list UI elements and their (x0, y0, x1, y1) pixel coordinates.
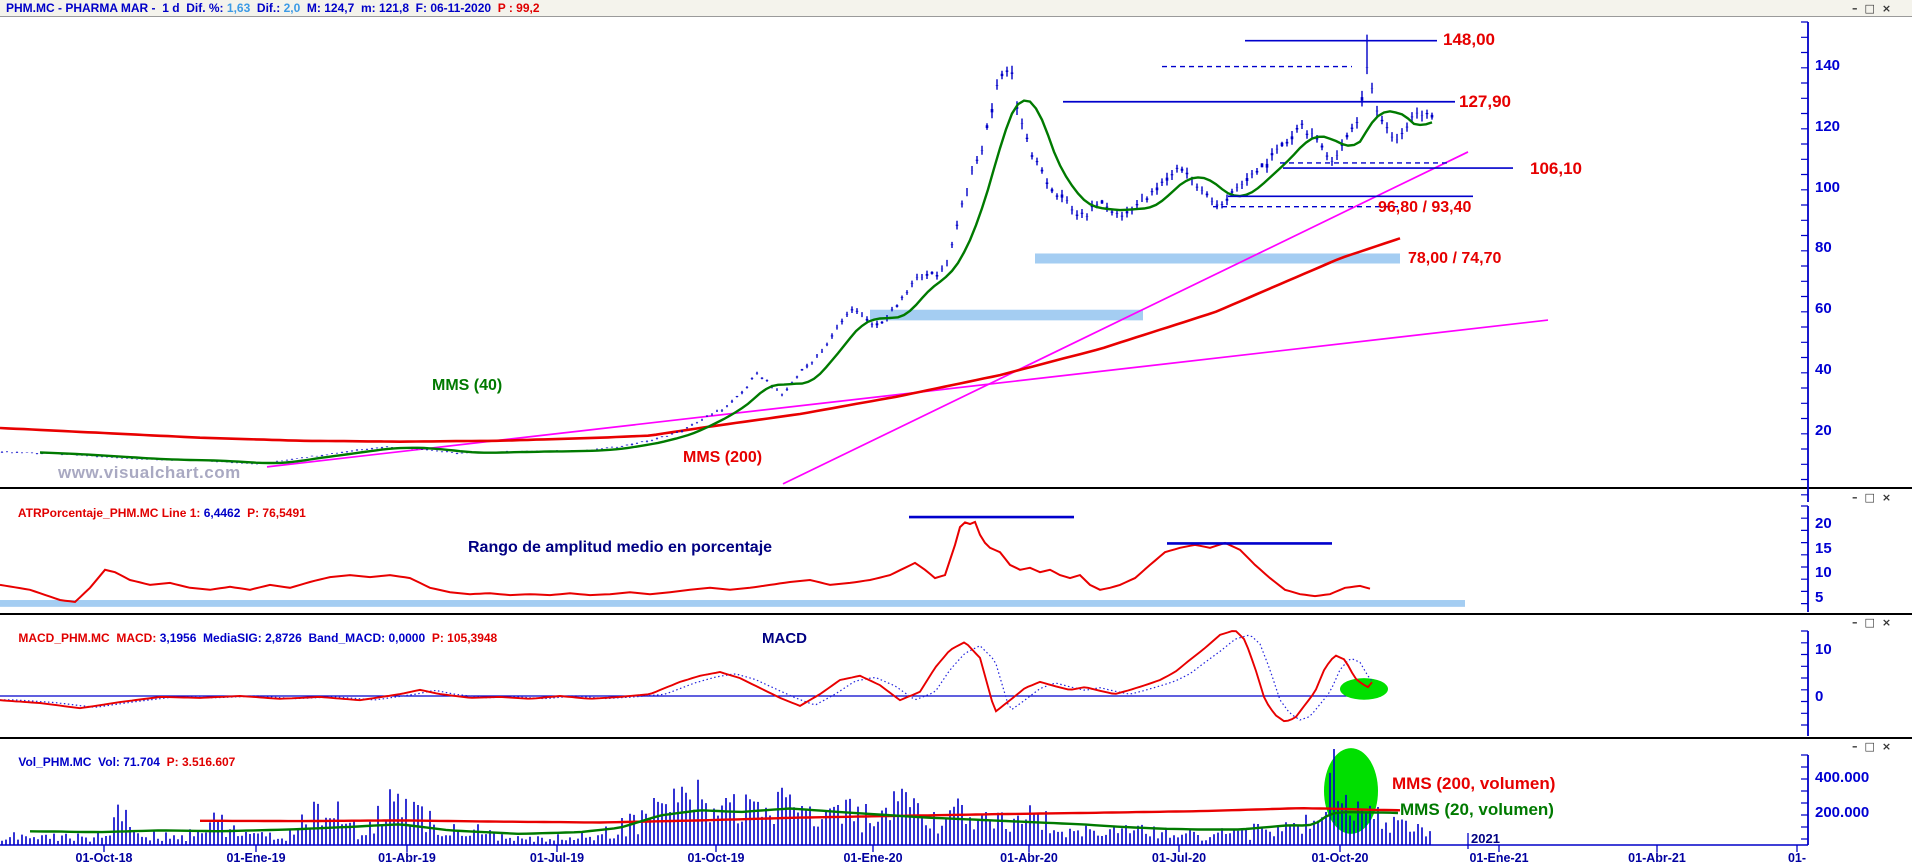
atr-axis-label: 15 (1815, 540, 1832, 557)
dif-pct-label: Dif. %: (182, 1, 227, 15)
macd-axis-label: 10 (1815, 641, 1832, 658)
atr-axis-label: 20 (1815, 515, 1832, 532)
price-panel-area[interactable] (0, 18, 1808, 487)
macd-window-controls: – □ × (1852, 617, 1891, 628)
price-window-controls: – □ × (1852, 3, 1891, 14)
maximize-icon[interactable]: □ (1864, 491, 1875, 504)
date-axis-label: 01-Abr-21 (1628, 851, 1686, 865)
date-axis-label: 01-Abr-20 (1000, 851, 1058, 865)
maximize-icon[interactable]: □ (1864, 2, 1875, 15)
atr-panel-header: ATRPorcentaje_PHM.MC Line 1: 6,4462 P: 7… (17, 506, 306, 520)
date-axis-label: 01-Ene-21 (1469, 851, 1529, 865)
volume-axis-label: 400.000 (1815, 769, 1870, 786)
date-axis-label: 01-Abr-19 (378, 851, 436, 865)
price-axis-label: 80 (1815, 239, 1832, 256)
close-icon[interactable]: × (1881, 616, 1892, 629)
dif-pct-value: 1,63 (226, 1, 251, 15)
close-icon[interactable]: × (1881, 491, 1892, 504)
minimize-icon[interactable]: – (1852, 616, 1858, 629)
support-label-10610: 106,10 (1530, 159, 1582, 178)
maximize-icon[interactable]: □ (1864, 740, 1875, 753)
price-axis-label: 60 (1815, 300, 1832, 317)
price-axis-label: 100 (1815, 179, 1841, 196)
macd-axis-label: 0 (1815, 688, 1824, 705)
price-axis-label: 140 (1815, 57, 1841, 74)
date-axis-label: 01-Oct-20 (1311, 851, 1369, 865)
atr-axis-label: 10 (1815, 564, 1832, 581)
mms40-legend: MMS (40) (432, 377, 503, 394)
macd-panel-header: MACD_PHM.MC MACD: 3,1956 MediaSIG: 2,872… (18, 631, 498, 645)
atr-axis-label: 5 (1815, 589, 1824, 606)
dif-value: 2,0 (283, 1, 301, 15)
macd-title-label: MACD (762, 630, 807, 647)
date-axis-label: 01-Jul-20 (1151, 851, 1207, 865)
mms200-legend: MMS (200) (683, 449, 763, 466)
watermark: www.visualchart.com (58, 463, 241, 482)
price-axis-label: 120 (1815, 118, 1841, 135)
volume-mms200-legend: MMS (200, volumen) (1392, 774, 1556, 793)
minimize-icon[interactable]: – (1852, 2, 1858, 15)
dif-label: Dif.: (250, 1, 284, 15)
price-axis-label: 40 (1815, 361, 1832, 378)
atr-title-label: Rango de amplitud medio en porcentaje (468, 539, 773, 556)
date-axis-label: 01-Oct-18 (75, 851, 133, 865)
close-icon[interactable]: × (1881, 740, 1892, 753)
maximize-icon[interactable]: □ (1864, 616, 1875, 629)
price-axis-label: 20 (1815, 422, 1832, 439)
year-label: 2021 (1471, 831, 1500, 846)
symbol-title: PHM.MC - PHARMA MAR - 1 d (6, 1, 183, 15)
minimize-icon[interactable]: – (1852, 491, 1858, 504)
p-value: 99,2 (516, 1, 540, 15)
p-label: P : (494, 1, 517, 15)
date-axis-label: 01-Jul-19 (529, 851, 585, 865)
support-label-9680-9340: 96,80 / 93,40 (1378, 199, 1472, 216)
resistance-label-148: 148,00 (1443, 30, 1495, 49)
date-axis-label: 01-Oct-19 (687, 851, 745, 865)
volume-window-controls: – □ × (1852, 741, 1891, 752)
resistance-label-12790: 127,90 (1459, 92, 1511, 111)
volume-mms20-legend: MMS (20, volumen) (1400, 800, 1554, 819)
date-axis-label: 01-Ene-20 (843, 851, 903, 865)
volume-panel-header: Vol_PHM.MC Vol: 71.704 P: 3.516.607 (18, 755, 236, 769)
close-icon[interactable]: × (1881, 2, 1892, 15)
ohlc-info: M: 124,7 m: 121,8 F: 06-11-2020 (300, 1, 495, 15)
volume-axis-label: 200.000 (1815, 804, 1870, 821)
date-axis-label: 01-Ene-19 (226, 851, 286, 865)
atr-window-controls: – □ × (1852, 492, 1891, 503)
minimize-icon[interactable]: – (1852, 740, 1858, 753)
date-axis-label: 01- (1787, 851, 1807, 865)
title-bar[interactable]: PHM.MC - PHARMA MAR - 1 d Dif. %: 1,63 D… (0, 0, 1912, 17)
support-label-7800-7470: 78,00 / 74,70 (1408, 250, 1502, 267)
